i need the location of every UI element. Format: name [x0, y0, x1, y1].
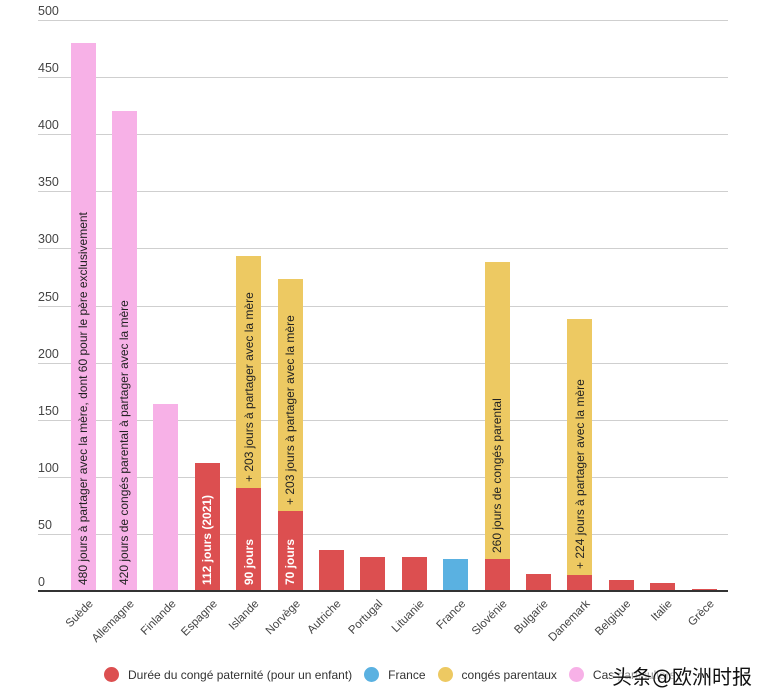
bar-portugal[interactable]	[360, 556, 386, 591]
bar-segment[interactable]	[484, 559, 510, 591]
x-tick-label: Allemagne	[89, 598, 137, 645]
watermark: 头条@欧洲时报	[612, 661, 752, 690]
bar-annotation: 260 jours de congés parental	[490, 398, 504, 554]
bar-islande[interactable]: 90 jours + 203 jours à partager avec la m…	[236, 256, 262, 591]
y-tick-label: 500	[38, 4, 59, 18]
legend-label: Durée du congé paternité (pour un enfant…	[128, 667, 353, 682]
bar-annotation: 480 jours à partager avec la mère, dont …	[76, 212, 90, 585]
gridline	[38, 248, 728, 249]
bar-lituanie[interactable]	[401, 556, 427, 591]
x-tick-label: Grèce	[685, 598, 717, 629]
bar-segment[interactable]: 260 jours de congés parental	[484, 262, 510, 560]
x-tick-label: Belgique	[593, 598, 634, 639]
bar-annotation: 90 jours	[241, 538, 256, 585]
x-tick-label: Portugal	[346, 598, 386, 637]
bar-segment[interactable]	[567, 575, 593, 591]
x-axis-line	[38, 590, 728, 592]
gridline	[38, 306, 728, 307]
x-tick-label: Autriche	[305, 598, 344, 637]
x-tick-label: Suède	[63, 598, 96, 631]
legend-dot-icon	[568, 667, 584, 682]
bar-finlande[interactable]	[153, 403, 179, 591]
bar-segment[interactable]	[650, 583, 676, 591]
legend-dot-icon	[104, 667, 119, 682]
bar-norvège[interactable]: 70 jours + 203 jours à partager avec la m…	[277, 279, 303, 591]
legend-item-special-cases[interactable]: Cas particuliers	[568, 667, 676, 682]
bar-annotation: 70 jours	[283, 538, 297, 585]
bar-annotation: + 203 jours à partager avec la mère	[241, 292, 256, 483]
bar-segment[interactable]: + 203 jours à partager avec la mère	[277, 279, 303, 512]
y-tick-label: 50	[38, 518, 52, 532]
y-tick-label: 450	[38, 61, 59, 75]
y-tick-label: 200	[38, 347, 59, 361]
x-tick-label: France	[434, 598, 469, 632]
bar-grèce[interactable]	[691, 588, 717, 591]
gridline	[38, 477, 728, 478]
bar-suède[interactable]: 480 jours à partager avec la mère, dont …	[70, 42, 96, 591]
bar-segment[interactable]: 90 jours	[236, 488, 262, 591]
x-tick-label: Norvège	[263, 598, 303, 638]
bar-segment[interactable]	[153, 403, 179, 591]
y-tick-label: 0	[38, 575, 45, 589]
bar-danemark[interactable]: + 224 jours à partager avec la mère	[567, 319, 593, 591]
bar-segment[interactable]: 70 jours	[277, 511, 303, 591]
y-tick-label: 100	[38, 461, 59, 475]
bar-segment[interactable]: 112 jours (2021)	[194, 463, 220, 591]
bar-segment[interactable]	[318, 549, 344, 591]
bar-segment[interactable]	[525, 573, 551, 591]
y-tick-label: 250	[38, 290, 59, 304]
y-tick-label: 300	[38, 232, 59, 246]
legend-label: congés parentaux	[461, 667, 557, 682]
x-tick-label: Italie	[649, 598, 676, 624]
bar-segment[interactable]	[360, 556, 386, 591]
legend-dot-icon	[437, 667, 453, 682]
bar-annotation: + 203 jours à partager avec la mère	[283, 315, 297, 506]
legend-item-france[interactable]: France	[364, 667, 426, 682]
bar-segment[interactable]: + 224 jours à partager avec la mère	[567, 319, 593, 575]
bar-belgique[interactable]	[608, 579, 634, 591]
bar-segment[interactable]	[608, 579, 634, 591]
bar-italie[interactable]	[650, 583, 676, 591]
y-tick-label: 150	[38, 404, 59, 418]
bar-france[interactable]	[443, 559, 469, 591]
bar-annotation: 112 jours (2021)	[200, 494, 215, 585]
x-tick-label: Espagne	[179, 598, 220, 639]
gridline	[38, 191, 728, 192]
y-tick-label: 400	[38, 118, 59, 132]
bar-segment[interactable]: 420 jours de congés parental à partager …	[111, 111, 137, 591]
bar-annotation: 420 jours de congés parental à partager …	[117, 300, 132, 585]
legend: Durée du congé paternité (pour un enfant…	[104, 667, 688, 682]
bar-bulgarie[interactable]	[525, 573, 551, 591]
bar-segment[interactable]	[691, 588, 717, 591]
bar-allemagne[interactable]: 420 jours de congés parental à partager …	[111, 111, 137, 591]
x-tick-label: Danemark	[546, 598, 593, 645]
legend-item-paternity[interactable]: Durée du congé paternité (pour un enfant…	[104, 667, 352, 682]
x-tick-label: Finlande	[138, 598, 179, 638]
gridline	[38, 134, 728, 135]
bar-autriche[interactable]	[318, 549, 344, 591]
gridline	[38, 363, 728, 364]
x-tick-label: Islande	[226, 598, 262, 633]
bar-slovénie[interactable]: 260 jours de congés parental	[484, 262, 510, 591]
x-tick-label: Lituanie	[389, 598, 427, 635]
gridline	[38, 534, 728, 535]
bar-annotation: + 224 jours à partager avec la mère	[572, 379, 587, 569]
legend-label: France	[388, 667, 426, 682]
legend-dot-icon	[364, 667, 380, 682]
x-tick-label: Slovénie	[469, 598, 510, 638]
bar-segment[interactable]	[401, 556, 427, 591]
bar-segment[interactable]: 480 jours à partager avec la mère, dont …	[70, 42, 96, 591]
gridline	[38, 77, 728, 78]
bar-segment[interactable]	[443, 559, 469, 591]
y-tick-label: 350	[38, 175, 59, 189]
bar-espagne[interactable]: 112 jours (2021)	[194, 463, 220, 591]
bar-segment[interactable]: + 203 jours à partager avec la mère	[236, 256, 262, 489]
gridline	[38, 20, 728, 21]
x-tick-label: Bulgarie	[512, 598, 551, 637]
legend-item-parental[interactable]: congés parentaux	[437, 667, 557, 682]
gridline	[38, 420, 728, 421]
legend-label: Cas particuliers	[592, 667, 676, 682]
